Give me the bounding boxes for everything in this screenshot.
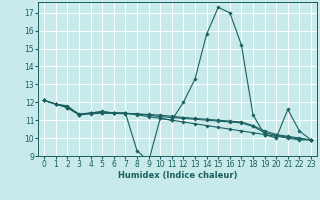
X-axis label: Humidex (Indice chaleur): Humidex (Indice chaleur) xyxy=(118,171,237,180)
